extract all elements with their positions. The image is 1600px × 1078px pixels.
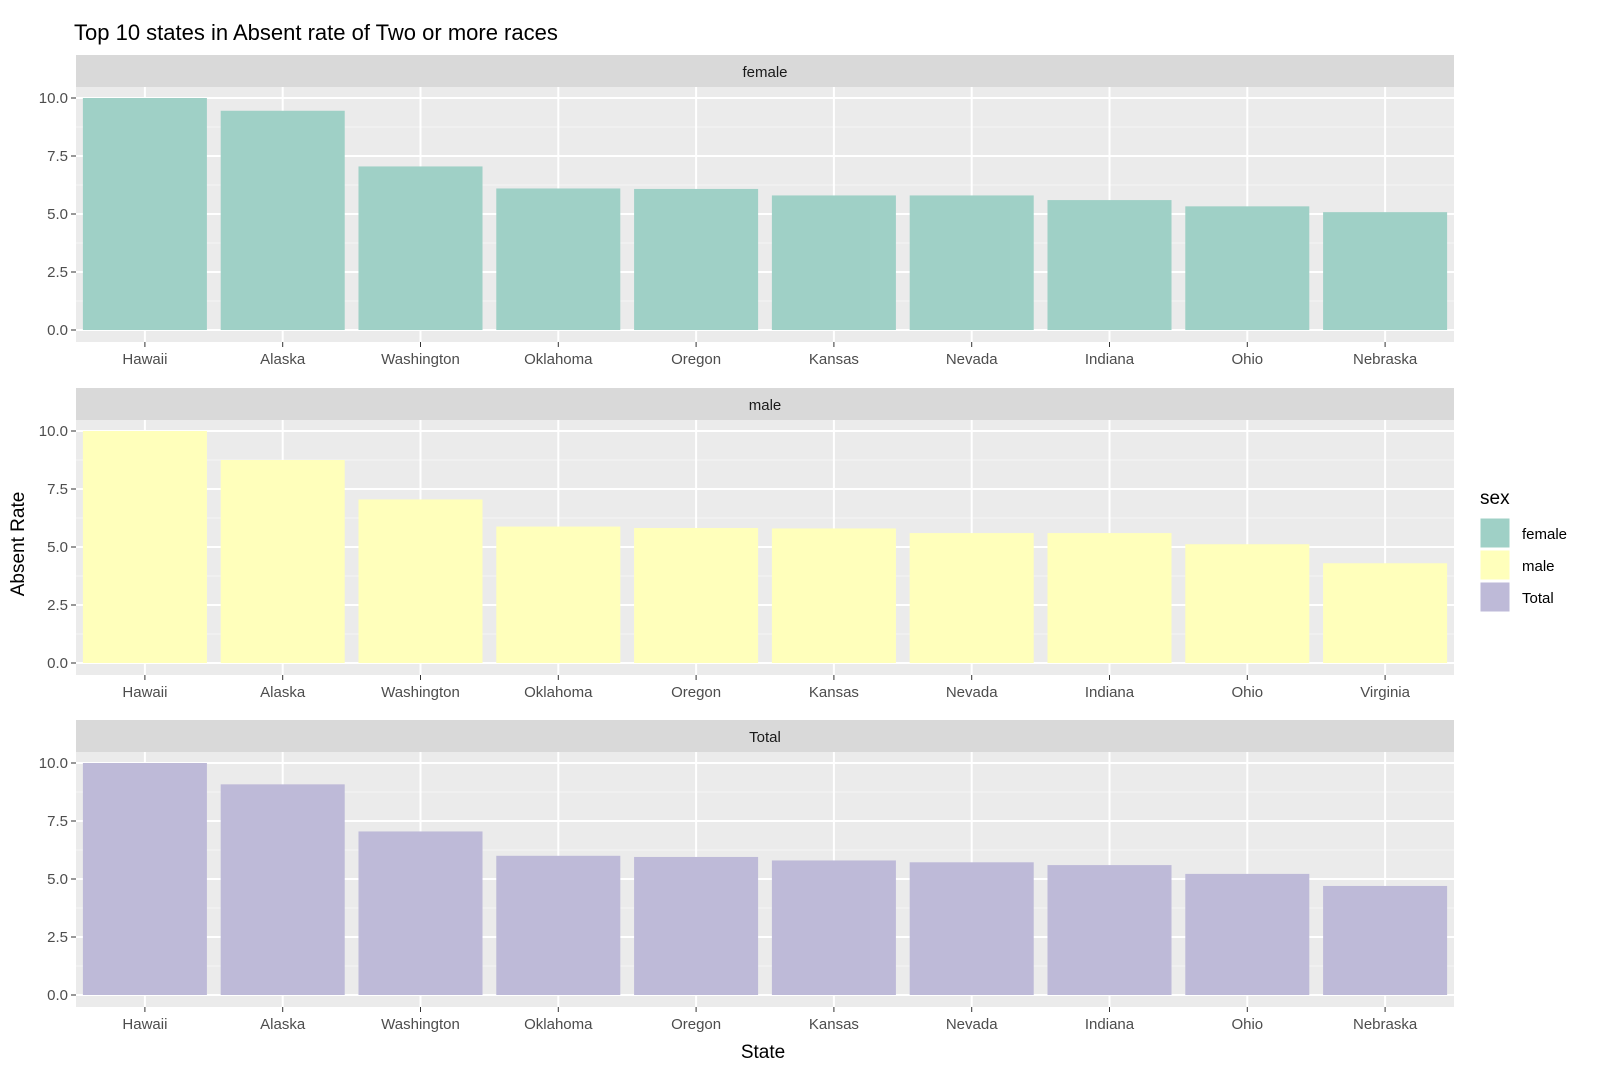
- x-tick-label: Oregon: [671, 684, 721, 701]
- facet-panel-male: male 0.0 2.5 5.0 7.5 10.0 Hawaii Alaska Washingt…: [39, 388, 1454, 701]
- x-tick-label: Hawaii: [122, 1016, 167, 1033]
- x-tick-label: Indiana: [1085, 1016, 1135, 1033]
- bar-nebraska: [1323, 212, 1448, 330]
- bar-indiana: [1047, 865, 1172, 995]
- x-tick-label: Alaska: [260, 684, 306, 701]
- bar-hawaii: [82, 431, 207, 663]
- x-tick-label: Washington: [381, 1016, 460, 1033]
- bar-ohio: [1185, 873, 1310, 995]
- bar-hawaii: [82, 763, 207, 995]
- x-tick-label: Nevada: [946, 351, 998, 368]
- x-tick-label: Washington: [381, 351, 460, 368]
- x-tick-label: Indiana: [1085, 351, 1135, 368]
- legend-label-female: female: [1522, 526, 1567, 543]
- x-tick-label: Ohio: [1231, 351, 1263, 368]
- bar-ohio: [1185, 544, 1310, 663]
- bar-indiana: [1047, 533, 1172, 663]
- facet-strip: [76, 720, 1454, 752]
- x-tick-label: Alaska: [260, 351, 306, 368]
- facet-panel-total: Total 0.0 2.5 5.0 7.5 10.0 Hawaii Alaska Washing…: [39, 720, 1454, 1033]
- x-tick-label: Kansas: [809, 351, 859, 368]
- x-tick-label: Nebraska: [1353, 351, 1418, 368]
- x-tick-label: Oklahoma: [524, 684, 593, 701]
- y-axis-title: Absent Rate: [8, 492, 29, 597]
- bar-virginia: [1323, 563, 1448, 663]
- y-tick-label: 0.0: [47, 322, 68, 339]
- chart-title: Top 10 states in Absent rate of Two or m…: [74, 20, 558, 45]
- facet-strip-label: Total: [749, 729, 781, 746]
- bar-kansas: [771, 528, 896, 663]
- x-tick-label: Alaska: [260, 1016, 306, 1033]
- bar-nebraska: [1323, 885, 1448, 995]
- bar-ohio: [1185, 206, 1310, 330]
- x-tick-label: Oregon: [671, 1016, 721, 1033]
- x-tick-label: Nebraska: [1353, 1016, 1418, 1033]
- facet-strip-label: male: [749, 397, 782, 414]
- x-tick-label: Kansas: [809, 684, 859, 701]
- legend-title: sex: [1480, 488, 1510, 509]
- y-tick-label: 2.5: [47, 264, 68, 281]
- x-tick-label: Virginia: [1360, 684, 1410, 701]
- x-tick-label: Kansas: [809, 1016, 859, 1033]
- legend-key-male: [1479, 549, 1511, 581]
- bar-washington: [358, 166, 483, 330]
- bar-nevada: [909, 195, 1034, 330]
- facet-strip: [76, 55, 1454, 87]
- bar-alaska: [220, 460, 345, 663]
- x-tick-label: Hawaii: [122, 351, 167, 368]
- y-tick-label: 7.5: [47, 481, 68, 498]
- x-tick-label: Ohio: [1231, 684, 1263, 701]
- bar-washington: [358, 831, 483, 995]
- y-tick-label: 5.0: [47, 539, 68, 556]
- legend: sex female male Total: [1479, 488, 1567, 613]
- y-tick-label: 5.0: [47, 871, 68, 888]
- x-tick-label: Oregon: [671, 351, 721, 368]
- bar-washington: [358, 499, 483, 663]
- x-axis-title: State: [741, 1042, 785, 1063]
- bar-oregon: [634, 188, 759, 330]
- bar-kansas: [771, 195, 896, 330]
- y-tick-label: 0.0: [47, 987, 68, 1004]
- x-tick-label: Oklahoma: [524, 351, 593, 368]
- bar-oregon: [634, 856, 759, 995]
- y-tick-label: 2.5: [47, 597, 68, 614]
- x-tick-label: Oklahoma: [524, 1016, 593, 1033]
- x-tick-label: Ohio: [1231, 1016, 1263, 1033]
- bar-nevada: [909, 862, 1034, 995]
- bar-oklahoma: [496, 188, 621, 330]
- bar-alaska: [220, 110, 345, 330]
- facet-panel-female: female 0.0 2.5 5.0 7.5 10.0 Hawaii Alaska Washin…: [39, 55, 1454, 368]
- x-tick-label: Hawaii: [122, 684, 167, 701]
- y-tick-label: 10.0: [39, 90, 68, 107]
- legend-key-total: [1479, 581, 1511, 613]
- y-tick-label: 7.5: [47, 148, 68, 165]
- y-tick-label: 7.5: [47, 813, 68, 830]
- legend-label-male: male: [1522, 558, 1555, 575]
- y-tick-label: 0.0: [47, 655, 68, 672]
- x-tick-label: Nevada: [946, 1016, 998, 1033]
- bar-oklahoma: [496, 526, 621, 663]
- y-tick-label: 10.0: [39, 423, 68, 440]
- facet-strip-label: female: [742, 64, 787, 81]
- bar-alaska: [220, 784, 345, 995]
- y-tick-label: 5.0: [47, 206, 68, 223]
- y-tick-label: 2.5: [47, 929, 68, 946]
- bar-oregon: [634, 527, 759, 663]
- bar-hawaii: [82, 98, 207, 330]
- x-tick-label: Washington: [381, 684, 460, 701]
- facet-strip: [76, 388, 1454, 420]
- y-tick-label: 10.0: [39, 755, 68, 772]
- x-tick-label: Nevada: [946, 684, 998, 701]
- bar-indiana: [1047, 200, 1172, 330]
- legend-label-total: Total: [1522, 590, 1554, 607]
- bar-kansas: [771, 860, 896, 995]
- bar-oklahoma: [496, 855, 621, 995]
- x-tick-label: Indiana: [1085, 684, 1135, 701]
- bar-nevada: [909, 533, 1034, 663]
- facet-panels: female 0.0 2.5 5.0 7.5 10.0 Hawaii Alaska Washin…: [39, 55, 1454, 1033]
- legend-key-female: [1479, 517, 1511, 549]
